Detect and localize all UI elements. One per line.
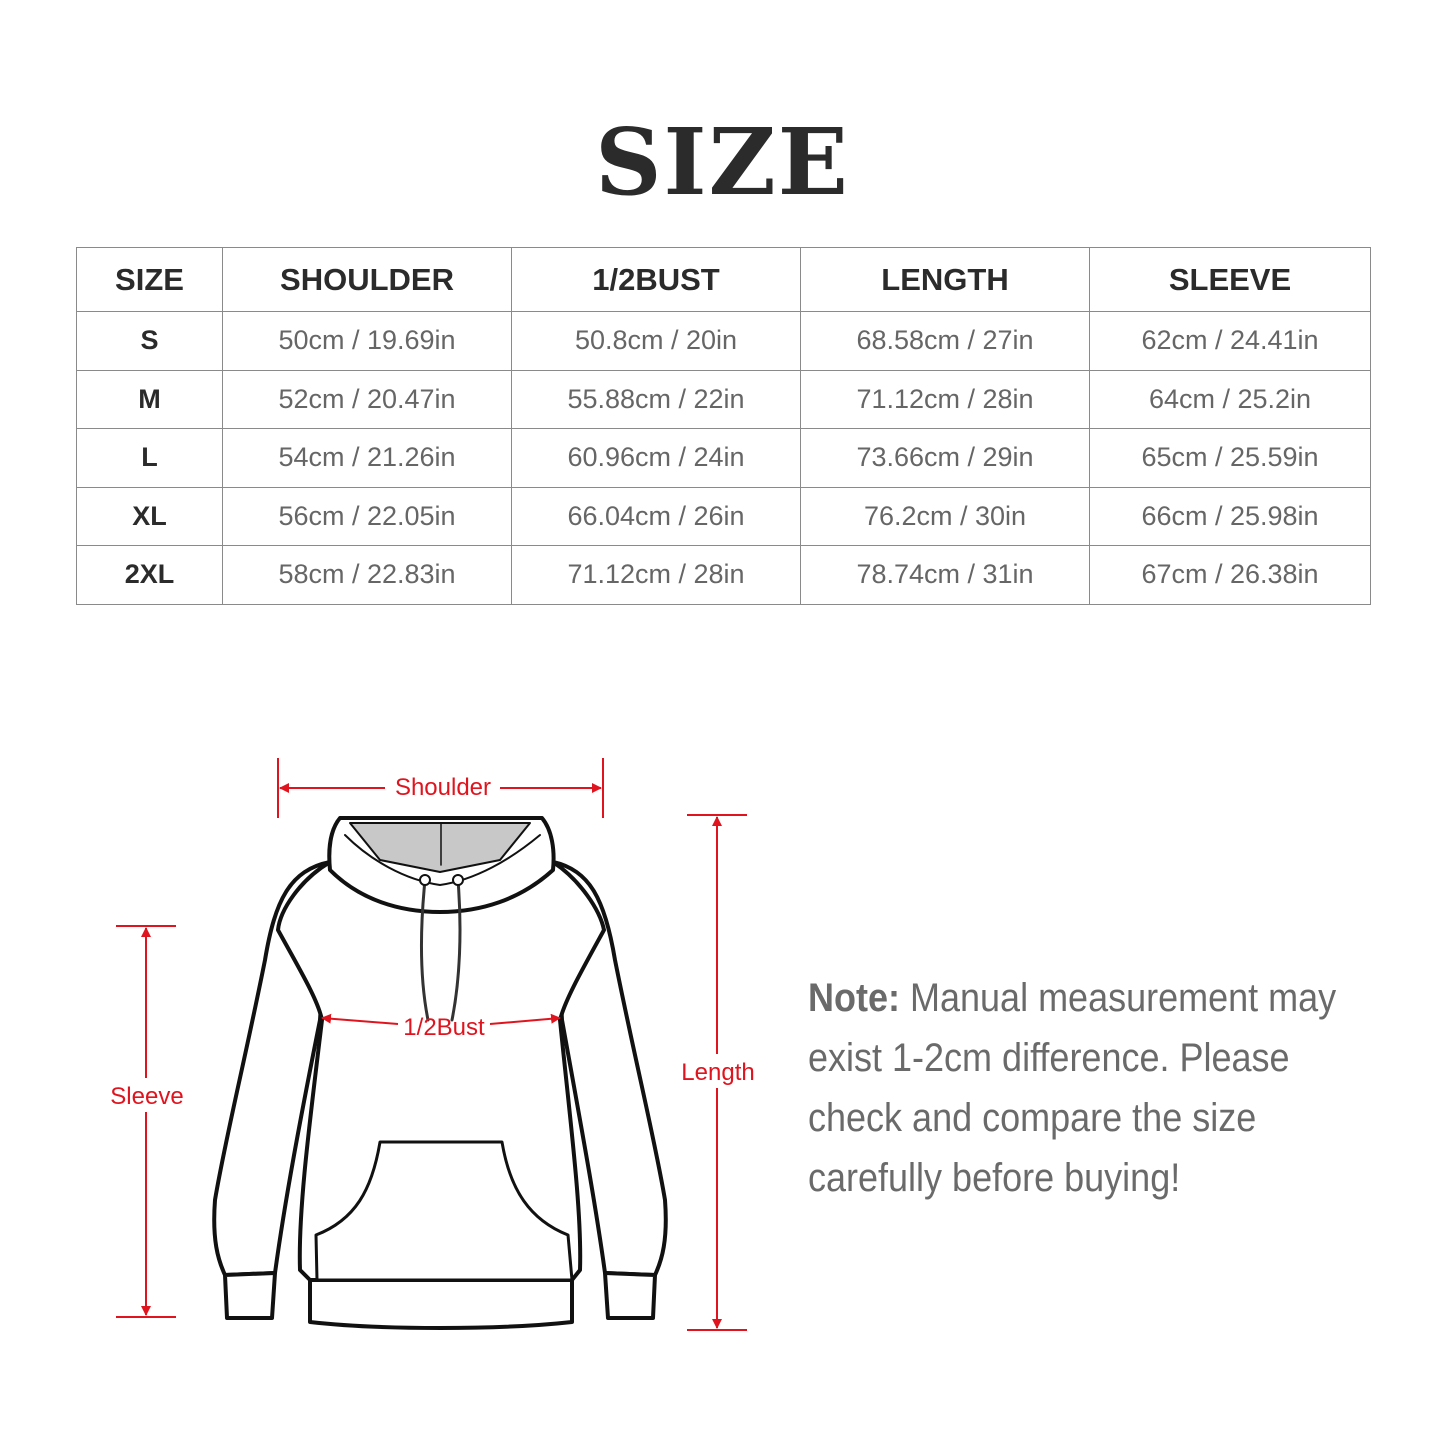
header-bust: 1/2BUST <box>511 247 801 312</box>
size-cell: 2XL <box>76 545 223 605</box>
table-header-row: SIZE SHOULDER 1/2BUST LENGTH SLEEVE <box>76 247 1371 312</box>
table-row: S 50cm / 19.69in 50.8cm / 20in 68.58cm / 27… <box>76 311 1371 371</box>
note-label: Note: <box>808 976 900 1020</box>
table-row: XL 56cm / 22.05in 66.04cm / 26in 76.2cm / 3… <box>76 486 1371 546</box>
size-table: SIZE SHOULDER 1/2BUST LENGTH SLEEVE S 50c… <box>76 247 1371 605</box>
measurement-cell: 56cm / 22.05in <box>222 486 512 546</box>
sleeve-label: Sleeve <box>110 1083 183 1110</box>
size-cell: XL <box>76 486 223 546</box>
measurement-cell: 54cm / 21.26in <box>222 428 512 488</box>
measurement-cell: 60.96cm / 24in <box>511 428 801 488</box>
size-cell: M <box>76 369 223 429</box>
table-row: 2XL 58cm / 22.83in 71.12cm / 28in 78.74cm /… <box>76 545 1371 605</box>
measurement-cell: 50.8cm / 20in <box>511 311 801 371</box>
shoulder-label: Shoulder <box>395 774 491 801</box>
length-label: Length <box>681 1059 754 1086</box>
measurement-cell: 55.88cm / 22in <box>511 369 801 429</box>
note-text: Note: Manual measurement may exist 1-2cm… <box>808 968 1348 1208</box>
size-cell: L <box>76 428 223 488</box>
page-title: SIZE <box>595 108 850 216</box>
measurement-lines <box>116 758 747 1331</box>
header-length: LENGTH <box>800 247 1090 312</box>
measurement-cell: 66.04cm / 26in <box>511 486 801 546</box>
measurement-cell: 58cm / 22.83in <box>222 545 512 605</box>
measurement-cell: 50cm / 19.69in <box>222 311 512 371</box>
note-body: Manual measurement may exist 1-2cm diffe… <box>808 976 1337 1200</box>
measurement-cell: 78.74cm / 31in <box>800 545 1090 605</box>
measurement-cell: 52cm / 20.47in <box>222 369 512 429</box>
measurement-cell: 67cm / 26.38in <box>1089 545 1371 605</box>
measurement-cell: 65cm / 25.59in <box>1089 428 1371 488</box>
measurement-cell: 71.12cm / 28in <box>800 369 1090 429</box>
table-row: M 52cm / 20.47in 55.88cm / 22in 71.12cm / 2… <box>76 369 1371 429</box>
bust-label: 1/2Bust <box>403 1014 485 1041</box>
header-sleeve: SLEEVE <box>1089 247 1371 312</box>
measurement-cell: 64cm / 25.2in <box>1089 369 1371 429</box>
header-size: SIZE <box>76 247 223 312</box>
header-shoulder: SHOULDER <box>222 247 512 312</box>
size-cell: S <box>76 311 223 371</box>
hoodie-illustration <box>212 816 668 1330</box>
measurement-cell: 66cm / 25.98in <box>1089 486 1371 546</box>
measurement-cell: 62cm / 24.41in <box>1089 311 1371 371</box>
table-row: L 54cm / 21.26in 60.96cm / 24in 73.66cm / 2… <box>76 428 1371 488</box>
measurement-cell: 76.2cm / 30in <box>800 486 1090 546</box>
